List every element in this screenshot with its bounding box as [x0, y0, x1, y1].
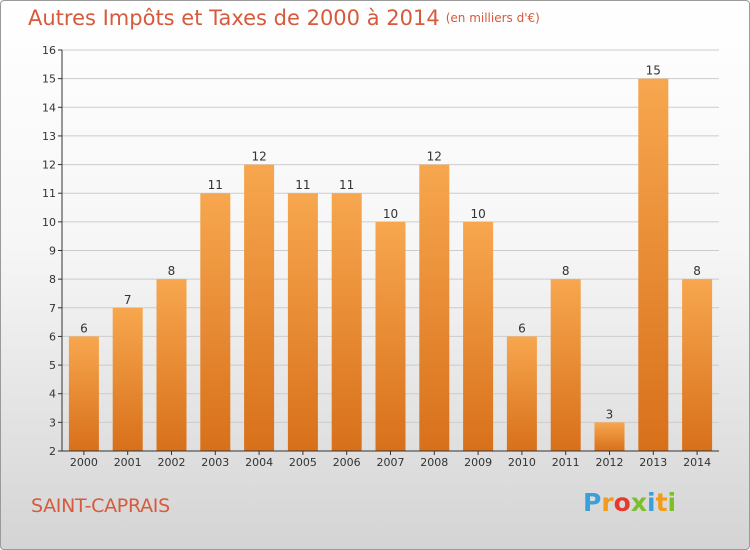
data-label: 10 [383, 207, 398, 221]
bar [112, 307, 143, 451]
data-label: 10 [470, 207, 485, 221]
data-label: 6 [80, 321, 88, 335]
data-label: 8 [562, 264, 570, 278]
y-tick-label: 16 [42, 44, 56, 57]
x-tick-label: 2009 [464, 456, 492, 469]
data-label: 8 [168, 264, 176, 278]
data-label: 7 [124, 293, 132, 307]
logo-letter: P [583, 488, 602, 517]
data-label: 12 [427, 150, 442, 164]
title-text: Autres Impôts et Taxes de 2000 à 2014 [28, 6, 440, 30]
x-tick-label: 2011 [552, 456, 580, 469]
bar [419, 164, 450, 452]
logo-letter: i [647, 488, 656, 517]
y-tick-label: 2 [49, 445, 56, 458]
proxiti-logo: Proxiti [583, 488, 676, 517]
x-tick-label: 2004 [245, 456, 273, 469]
data-label: 8 [693, 264, 701, 278]
data-label: 11 [295, 178, 310, 192]
x-tick-label: 2010 [508, 456, 536, 469]
data-label: 15 [646, 64, 661, 78]
x-tick-label: 2003 [201, 456, 229, 469]
y-tick-label: 12 [42, 159, 56, 172]
y-tick-label: 7 [49, 302, 56, 315]
bar [200, 193, 231, 451]
bar [594, 422, 625, 451]
y-tick-label: 8 [49, 273, 56, 286]
y-tick-label: 11 [42, 187, 56, 200]
data-label: 12 [251, 150, 266, 164]
axes: 2 3 4 5 6 7 8 9 10 11 12 13 14 15 16 6 2000 7 2001 8 2002 11 2… [42, 44, 719, 469]
logo-letter: x [630, 488, 647, 517]
x-tick-label: 2002 [158, 456, 186, 469]
data-label: 6 [518, 321, 526, 335]
y-tick-label: 15 [42, 73, 56, 86]
logo-letter: r [601, 488, 614, 517]
bar [638, 78, 669, 452]
x-tick-label: 2013 [639, 456, 667, 469]
bar [287, 193, 318, 451]
x-tick-label: 2007 [377, 456, 405, 469]
y-tick-label: 5 [49, 359, 56, 372]
x-tick-label: 2001 [114, 456, 142, 469]
x-tick-label: 2000 [70, 456, 98, 469]
bar [550, 279, 581, 451]
bar [244, 164, 275, 452]
data-label: 11 [208, 178, 223, 192]
town-name: SAINT-CAPRAIS [31, 495, 170, 517]
x-tick-label: 2012 [596, 456, 624, 469]
bars [68, 78, 713, 452]
x-tick-label: 2006 [333, 456, 361, 469]
bar [68, 336, 99, 451]
y-tick-label: 3 [49, 416, 56, 429]
bar [506, 336, 537, 451]
y-tick-label: 4 [49, 388, 56, 401]
y-tick-label: 10 [42, 216, 56, 229]
x-tick-label: 2005 [289, 456, 317, 469]
data-label: 11 [339, 178, 354, 192]
chart-title: Autres Impôts et Taxes de 2000 à 2014 (en… [28, 6, 540, 30]
x-tick-label: 2008 [420, 456, 448, 469]
bar [331, 193, 362, 451]
y-tick-label: 13 [42, 130, 56, 143]
bar [463, 221, 494, 451]
y-tick-label: 9 [49, 245, 56, 258]
bar [375, 221, 406, 451]
logo-letter: o [613, 488, 631, 517]
y-tick-label: 6 [49, 330, 56, 343]
y-tick-label: 14 [42, 101, 56, 114]
logo-letter: t [655, 488, 668, 517]
bar [156, 279, 187, 451]
logo-letter: i [667, 488, 677, 517]
title-unit: (en milliers d'€) [445, 11, 540, 25]
bar [682, 279, 713, 451]
x-tick-label: 2014 [683, 456, 711, 469]
data-label: 3 [606, 407, 614, 421]
